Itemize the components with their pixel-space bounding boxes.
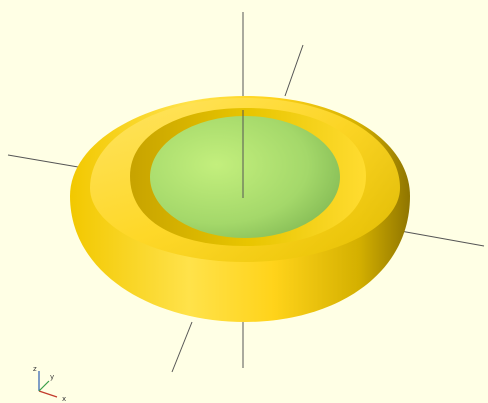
- axis-indicator-x-line: [38, 390, 58, 398]
- axis-indicator-y-label: y: [50, 373, 54, 381]
- axis-indicator-z-label: z: [33, 365, 37, 373]
- scene-axes-front: [171, 110, 244, 373]
- axis-indicator-y-line: [38, 380, 50, 392]
- axis-indicator-x-label: x: [62, 395, 66, 403]
- scene-axes-back: [7, 12, 485, 247]
- model-inner-disc: [150, 116, 340, 238]
- axis-indicator: z y x: [33, 365, 66, 403]
